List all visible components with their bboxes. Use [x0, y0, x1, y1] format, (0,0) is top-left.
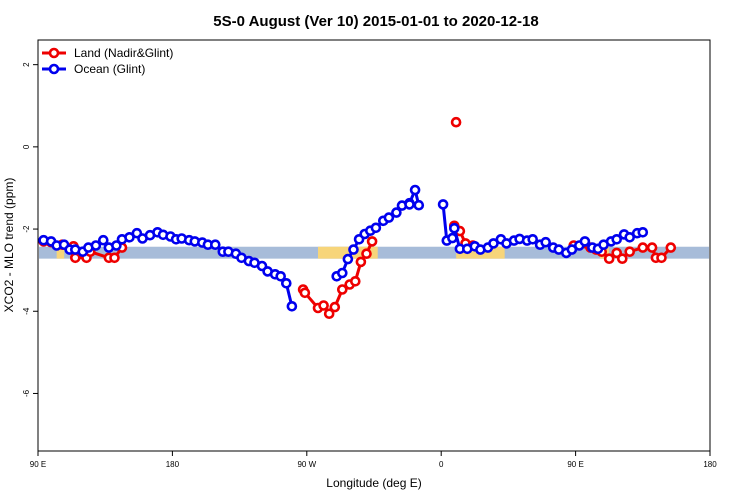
series-0-point-1-5 [329, 301, 341, 313]
series-1 [38, 184, 649, 312]
series-0-point-1-10 [361, 248, 372, 259]
series-1-point-0-11 [111, 240, 122, 251]
series-1-point-0-26 [210, 239, 221, 250]
legend-land-label: Land (Nadir&Glint) [74, 46, 173, 60]
land-band-0 [56, 246, 65, 259]
x-tick-label-0: 90 E [30, 460, 46, 469]
series-0-point-4-12 [665, 242, 677, 253]
series-1-point-1-10 [391, 207, 402, 218]
series-1-point-3-0 [437, 199, 449, 210]
x-axis-label: Longitude (deg E) [326, 476, 421, 490]
series-0-point-1-9 [355, 256, 367, 268]
legend-ocean-marker [48, 63, 60, 75]
series-0-point-4-6 [616, 253, 628, 265]
series-0-point-0-4 [70, 252, 81, 264]
series-1-point-3-3 [448, 222, 460, 234]
land-band-1 [318, 246, 378, 259]
x-tick-label-1: 180 [166, 460, 180, 469]
series-0-point-4-4 [603, 253, 615, 265]
series-1-point-0-9 [98, 234, 109, 246]
y-tick-label-1: 0 [22, 144, 31, 149]
series-0-point-4-8 [637, 242, 649, 253]
series-0-point-1-1 [299, 287, 311, 299]
series-1-point-3-23 [579, 236, 591, 247]
series-1-point-3-32 [637, 227, 649, 238]
x-tick-label-5: 180 [703, 460, 717, 469]
series-0-point-1-11 [366, 236, 378, 247]
series-0-point-1-8 [349, 275, 361, 287]
series-1-point-3-30 [624, 232, 636, 243]
series-1-point-1-14 [413, 199, 425, 211]
series-1-point-0-13 [124, 232, 135, 243]
series-1-point-3-28 [611, 234, 623, 245]
series-0 [38, 116, 677, 320]
series-layer [38, 116, 677, 320]
series-1-point-2-0 [404, 199, 415, 210]
legend-land-marker [48, 47, 60, 59]
series-1-point-3-21 [566, 244, 578, 255]
y-axis: 2 0 -2 -4 -6 [22, 62, 38, 397]
series-1-point-1-2 [342, 253, 354, 265]
legend: Land (Nadir&Glint) Ocean (Glint) [42, 46, 173, 76]
series-1-point-1-13 [409, 184, 421, 196]
y-tick-label-2: -2 [22, 225, 31, 233]
chart-title: 5S-0 August (Ver 10) 2015-01-01 to 2020-… [213, 13, 538, 30]
x-tick-label-2: 90 W [297, 460, 316, 469]
series-0-point-4-11 [656, 252, 667, 264]
series-1-point-1-1 [336, 267, 348, 279]
series-0-point-1-4 [323, 308, 335, 320]
series-1-point-3-15 [527, 234, 539, 245]
series-0-point-1-6 [336, 284, 348, 295]
series-1-point-0-38 [286, 300, 298, 312]
series-1-point-0-8 [90, 240, 102, 251]
x-tick-label-3: 0 [439, 460, 444, 469]
series-1-point-3-9 [488, 238, 499, 249]
y-tick-label-3: -4 [22, 307, 31, 315]
series-0-point-2-0 [450, 116, 462, 128]
series-1-point-1-7 [370, 222, 382, 234]
y-tick-label-0: 2 [22, 62, 31, 67]
series-1-line-0 [43, 230, 294, 307]
series-1-point-0-36 [275, 270, 287, 282]
legend-ocean-label: Ocean (Glint) [74, 62, 145, 76]
series-0-point-4-9 [646, 242, 658, 253]
x-axis: 90 E 180 90 W 0 90 E 180 [30, 451, 717, 469]
y-axis-label: XCO2 - MLO trend (ppm) [2, 178, 16, 313]
series-1-point-3-17 [540, 236, 552, 248]
series-0-point-1-3 [318, 300, 329, 311]
series-1-point-0-37 [280, 277, 292, 289]
x-tick-label-4: 90 E [567, 460, 583, 469]
series-1-point-1-9 [383, 212, 395, 223]
series-1-point-3-2 [447, 232, 458, 244]
plot-frame [37, 39, 711, 452]
y-tick-label-4: -6 [22, 389, 31, 397]
series-0-point-0-8 [109, 252, 120, 264]
series-1-point-1-3 [348, 244, 359, 255]
series-0-point-4-7 [624, 246, 636, 257]
